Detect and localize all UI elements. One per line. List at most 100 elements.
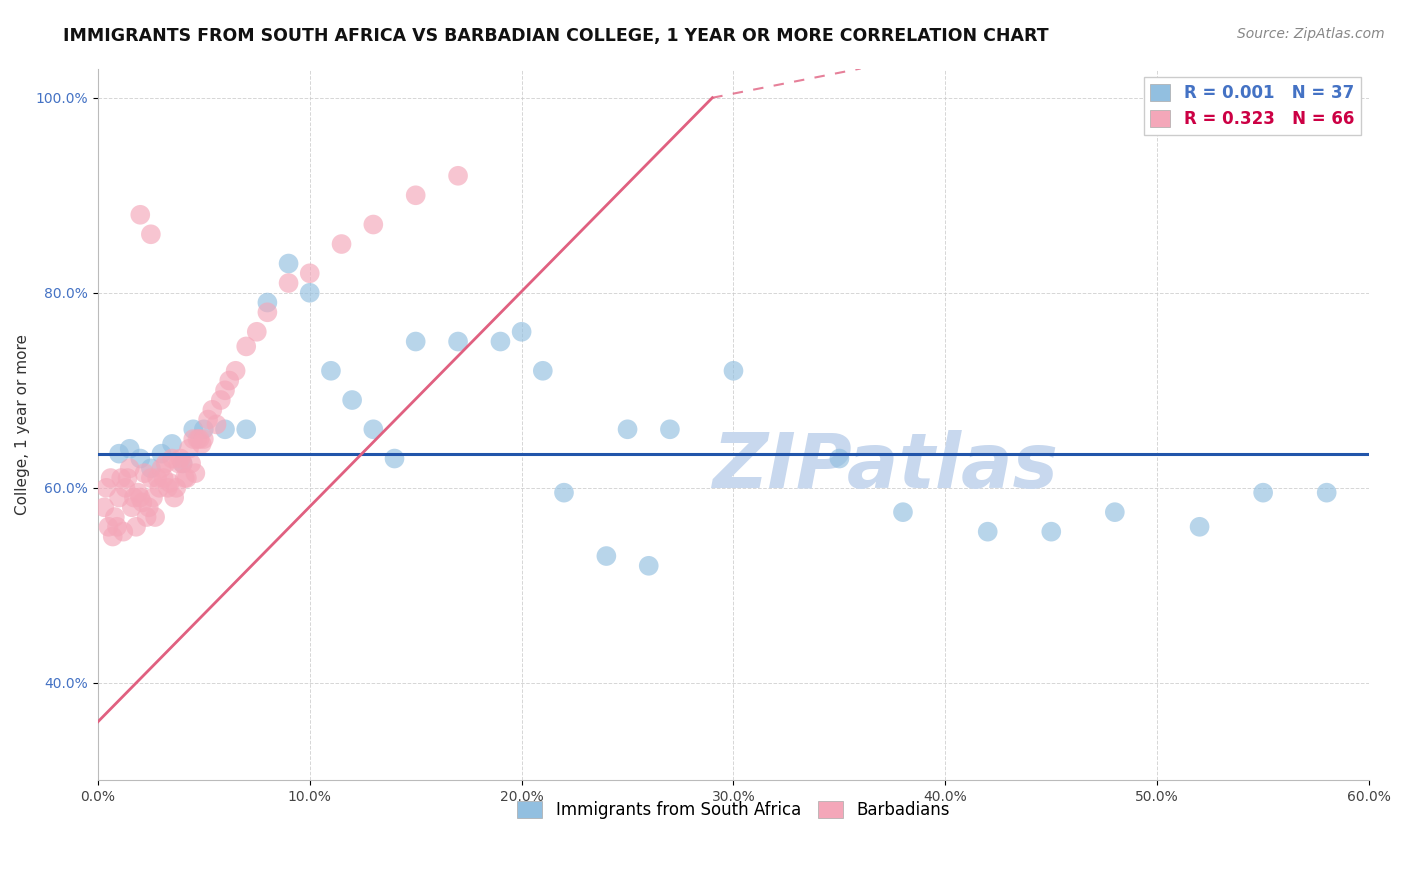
Point (165, 481, 187, 495)
Point (156, 481, 179, 495)
Point (142, 491, 165, 505)
Point (214, 384, 236, 398)
Point (277, 276, 299, 290)
Point (616, 422, 638, 436)
Point (595, 549, 617, 563)
Point (160, 451, 183, 466)
Point (256, 305, 278, 319)
Point (205, 417, 228, 432)
Point (110, 471, 132, 485)
Text: IMMIGRANTS FROM SOUTH AFRICA VS BARBADIAN COLLEGE, 1 YEAR OR MORE CORRELATION CH: IMMIGRANTS FROM SOUTH AFRICA VS BARBADIA… (63, 27, 1049, 45)
Point (384, 451, 406, 466)
Point (214, 422, 236, 436)
Point (155, 457, 177, 471)
Point (160, 437, 183, 451)
Point (447, 169, 470, 183)
Point (101, 530, 124, 544)
Point (363, 218, 385, 232)
Point (150, 447, 173, 461)
Point (298, 285, 321, 300)
Point (143, 510, 166, 524)
Point (118, 461, 141, 475)
Point (447, 334, 470, 349)
Point (891, 505, 914, 519)
Point (180, 457, 202, 471)
Legend: Immigrants from South Africa, Barbadians: Immigrants from South Africa, Barbadians (510, 794, 956, 825)
Point (489, 334, 512, 349)
Point (181, 422, 204, 436)
Point (135, 510, 157, 524)
Point (125, 520, 148, 534)
Point (340, 392, 363, 407)
Text: Source: ZipAtlas.com: Source: ZipAtlas.com (1237, 27, 1385, 41)
Point (167, 457, 190, 471)
Point (163, 491, 186, 505)
Text: ZIPatlas: ZIPatlas (713, 430, 1059, 504)
Point (1251, 485, 1274, 500)
Point (121, 500, 143, 515)
Point (96, 481, 118, 495)
Point (129, 208, 152, 222)
Point (828, 451, 851, 466)
Point (405, 334, 427, 349)
Point (190, 437, 212, 451)
Point (93, 500, 115, 515)
Point (298, 266, 321, 280)
Point (235, 422, 257, 436)
Point (122, 491, 145, 505)
Point (150, 461, 173, 475)
Point (104, 510, 127, 524)
Point (148, 481, 170, 495)
Point (108, 447, 131, 461)
Point (172, 457, 194, 471)
Point (246, 325, 269, 339)
Point (637, 558, 659, 573)
Point (139, 471, 162, 485)
Point (531, 364, 554, 378)
Point (139, 227, 162, 242)
Point (97, 520, 120, 534)
Point (330, 237, 353, 252)
Point (139, 461, 162, 475)
Point (319, 364, 342, 378)
Point (138, 500, 160, 515)
Point (173, 471, 195, 485)
Point (159, 475, 181, 490)
Point (176, 471, 198, 485)
Point (129, 491, 152, 505)
Point (112, 524, 135, 539)
Point (134, 466, 156, 480)
Point (172, 457, 194, 471)
Point (405, 188, 427, 202)
Point (277, 256, 299, 270)
Point (723, 364, 745, 378)
Point (553, 485, 575, 500)
Point (1188, 520, 1211, 534)
Point (114, 481, 136, 495)
Point (193, 422, 215, 436)
Point (169, 451, 191, 466)
Point (186, 432, 208, 446)
Point (177, 442, 200, 456)
Point (225, 364, 247, 378)
Point (105, 520, 128, 534)
Point (1040, 524, 1063, 539)
Point (131, 495, 153, 509)
Point (197, 412, 219, 426)
Point (658, 422, 681, 436)
Point (100, 471, 122, 485)
Point (976, 524, 998, 539)
Point (218, 374, 240, 388)
Point (1104, 505, 1126, 519)
Y-axis label: College, 1 year or more: College, 1 year or more (15, 334, 30, 515)
Point (118, 442, 141, 456)
Point (209, 392, 232, 407)
Point (193, 432, 215, 446)
Point (201, 402, 224, 417)
Point (127, 485, 149, 500)
Point (184, 466, 207, 480)
Point (1316, 485, 1339, 500)
Point (129, 451, 152, 466)
Point (117, 471, 139, 485)
Point (363, 422, 385, 436)
